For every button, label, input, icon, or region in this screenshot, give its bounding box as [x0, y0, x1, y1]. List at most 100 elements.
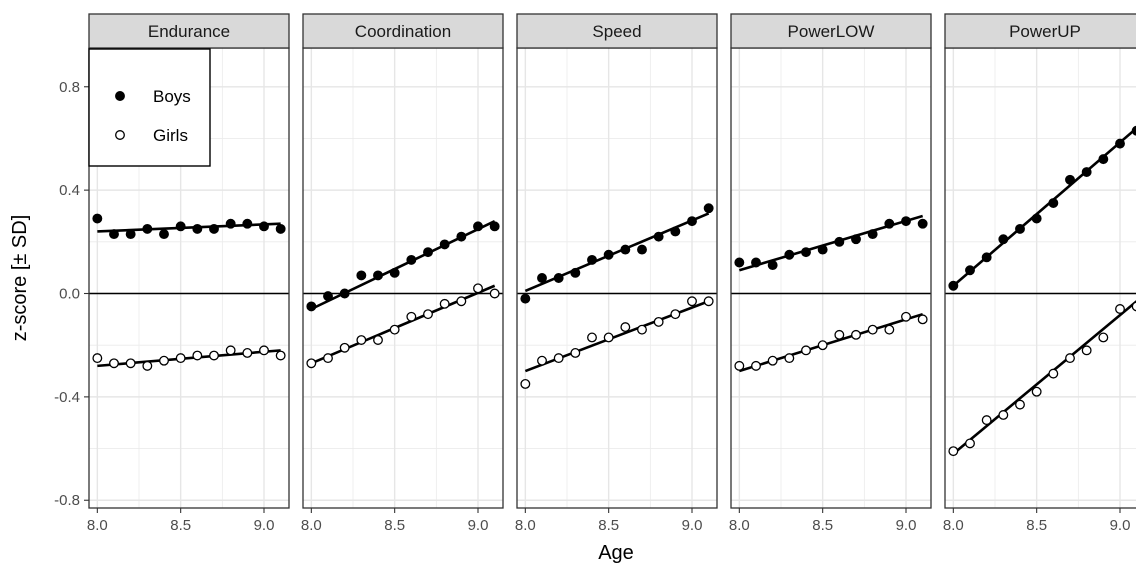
data-point-girls — [192, 350, 203, 361]
data-point-girls — [456, 296, 467, 307]
data-point-girls — [473, 283, 483, 294]
data-point-boys — [1098, 154, 1109, 165]
data-point-boys — [998, 234, 1009, 245]
data-point-girls — [620, 322, 631, 333]
data-point-girls — [603, 332, 614, 343]
data-point-boys — [242, 218, 253, 229]
data-point-boys — [489, 221, 500, 232]
data-point-boys — [784, 249, 795, 260]
y-tick-label: 0.4 — [59, 182, 80, 199]
data-point-boys — [389, 267, 400, 278]
data-point-girls — [553, 353, 564, 364]
strip-background — [88, 13, 290, 49]
x-tick-label: 8.5 — [384, 517, 405, 534]
data-point-boys — [406, 254, 417, 265]
data-point-boys — [373, 270, 383, 281]
x-tick-label: 9.0 — [896, 517, 917, 534]
data-point-girls — [1048, 368, 1059, 379]
strip-label: Speed — [592, 22, 641, 41]
x-axis-title: Age — [598, 542, 634, 564]
data-point-boys — [356, 270, 367, 281]
legend-label-boys: Boys — [153, 87, 191, 106]
data-point-boys — [209, 223, 219, 234]
data-point-girls — [670, 309, 681, 320]
data-point-girls — [734, 360, 745, 371]
x-tick-label: 8.5 — [812, 517, 833, 534]
data-point-girls — [339, 342, 350, 353]
panel-coordination: Coordination 8.0 8.5 9.0 — [301, 13, 504, 534]
y-tick-label: -0.8 — [54, 492, 80, 509]
data-point-girls — [356, 335, 367, 345]
panel-powerlow: PowerLOW 8.0 8.5 9.0 — [729, 13, 932, 534]
data-point-boys — [520, 293, 531, 304]
data-point-boys — [851, 234, 861, 245]
x-tick-label: 8.0 — [301, 517, 322, 534]
data-point-boys — [109, 229, 119, 240]
data-point-boys — [537, 273, 547, 283]
y-tick-label: -0.4 — [54, 389, 80, 406]
data-point-boys — [734, 257, 745, 268]
data-point-girls — [1031, 386, 1042, 397]
data-point-boys — [948, 280, 959, 291]
legend-box — [88, 48, 211, 167]
panel-content — [303, 219, 503, 369]
data-point-girls — [323, 353, 333, 364]
data-point-boys — [653, 231, 664, 242]
data-point-girls — [125, 358, 136, 369]
data-point-boys — [901, 216, 911, 227]
data-point-girls — [306, 358, 317, 369]
data-point-girls — [867, 324, 878, 335]
data-point-boys — [192, 223, 203, 234]
data-point-boys — [456, 231, 467, 242]
data-point-girls — [259, 345, 269, 356]
strip-label: PowerLOW — [788, 22, 875, 41]
data-point-boys — [817, 244, 828, 255]
strip-label: PowerUP — [1009, 22, 1081, 41]
data-point-girls — [1115, 304, 1125, 314]
data-point-boys — [142, 223, 153, 234]
data-point-girls — [687, 296, 697, 307]
x-tick-label: 8.0 — [943, 517, 964, 534]
data-point-girls — [175, 353, 186, 364]
data-point-girls — [981, 415, 992, 426]
y-axis: -0.8 -0.4 0.0 0.4 0.8 — [54, 79, 89, 509]
legend-label-girls: Girls — [153, 126, 188, 145]
x-tick-label: 8.5 — [170, 517, 191, 534]
data-point-girls — [801, 345, 811, 356]
y-tick-label: 0.0 — [59, 286, 80, 303]
data-point-boys — [620, 244, 631, 255]
data-point-boys — [834, 236, 845, 247]
data-point-girls — [406, 311, 417, 322]
data-point-boys — [225, 218, 236, 229]
data-point-boys — [1115, 138, 1125, 149]
y-tick-label: 0.8 — [59, 79, 80, 96]
data-point-boys — [159, 229, 169, 240]
x-tick-label: 8.5 — [1026, 517, 1047, 534]
panel-speed: Speed 8.0 8.5 9.0 — [515, 13, 718, 534]
data-point-girls — [489, 288, 500, 299]
data-point-girls — [275, 350, 286, 361]
data-point-girls — [242, 347, 253, 358]
data-point-boys — [1131, 125, 1136, 136]
data-point-boys — [259, 221, 269, 232]
data-point-girls — [373, 335, 383, 345]
fit-line-girls — [952, 300, 1136, 455]
data-point-boys — [603, 249, 614, 260]
data-point-girls — [209, 350, 219, 361]
data-point-boys — [884, 218, 895, 229]
data-point-girls — [948, 446, 959, 457]
data-point-boys — [175, 221, 186, 232]
panel-background — [731, 48, 931, 508]
data-point-boys — [1065, 174, 1075, 185]
panel-background — [303, 48, 503, 508]
data-point-boys — [92, 213, 103, 224]
x-tick-label: 9.0 — [682, 517, 703, 534]
strip-background — [516, 13, 718, 49]
data-point-girls — [637, 324, 647, 335]
data-point-girls — [587, 332, 597, 343]
data-point-girls — [851, 329, 861, 340]
x-tick-label: 9.0 — [468, 517, 489, 534]
strip-background — [730, 13, 932, 49]
data-point-girls — [159, 355, 169, 366]
